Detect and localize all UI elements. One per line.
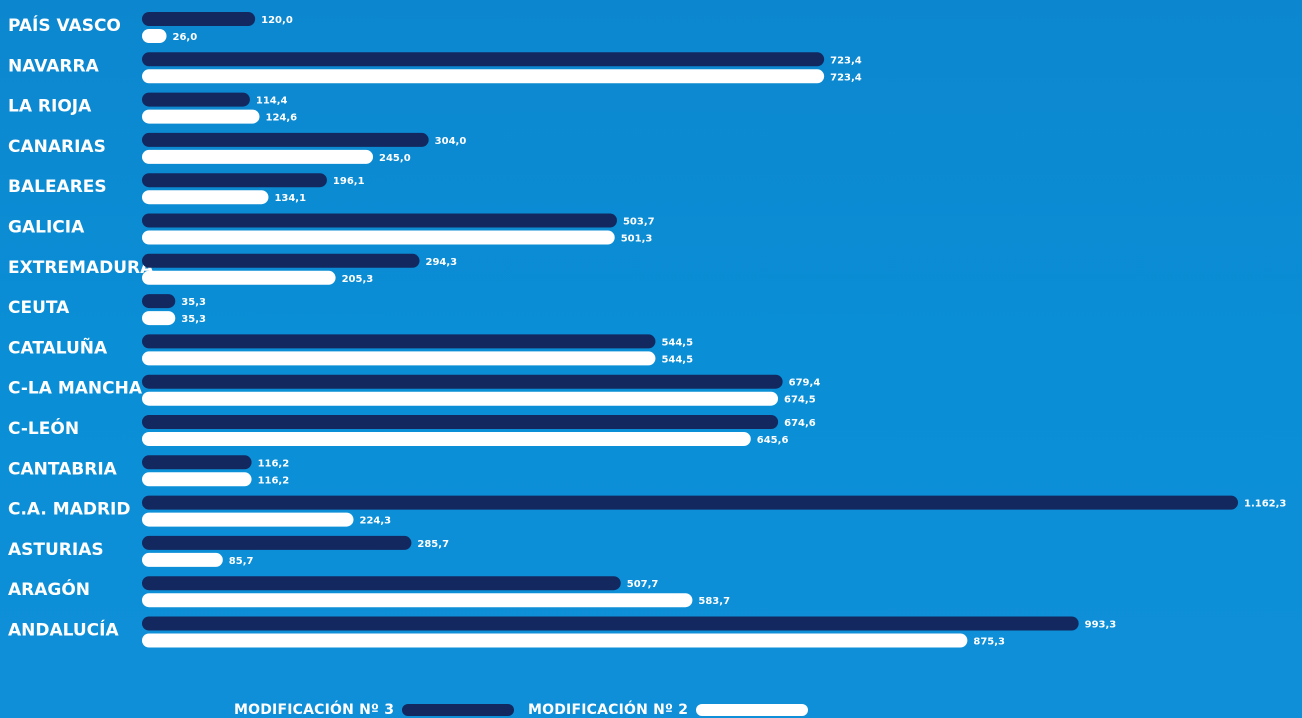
data-label-series-2: 85,7	[229, 556, 254, 567]
data-label-series-1: 114,4	[256, 96, 288, 107]
legend-label-series-2: MODIFICACIÓN Nº 2	[528, 702, 689, 718]
bar-series-1	[142, 535, 412, 550]
category-label: PAÍS VASCO	[8, 14, 121, 36]
data-label-series-2: 544,5	[661, 354, 693, 365]
data-label-series-1: 294,3	[426, 257, 458, 268]
category-label: ANDALUCÍA	[8, 619, 119, 641]
category-label: CATALUÑA	[8, 335, 108, 358]
data-label-series-1: 723,4	[830, 55, 862, 66]
data-label-series-2: 116,2	[258, 475, 290, 486]
bar-series-1	[142, 495, 1238, 510]
legend-item-series-2: MODIFICACIÓN Nº 2	[528, 702, 809, 718]
bar-series-2	[142, 593, 693, 608]
legend: MODIFICACIÓN Nº 3 MODIFICACIÓN Nº 2	[0, 700, 1302, 718]
bar-series-2	[142, 29, 167, 43]
data-label-series-1: 679,4	[789, 378, 821, 389]
bar-series-2	[142, 472, 252, 487]
data-label-series-1: 35,3	[181, 297, 206, 308]
bar-series-1	[142, 253, 420, 268]
legend-label-series-1: MODIFICACIÓN Nº 3	[234, 702, 395, 718]
category-label: ASTURIAS	[8, 540, 104, 560]
bar-series-2	[142, 512, 354, 527]
category-label: C-LA MANCHA	[8, 379, 143, 399]
category-label: CANARIAS	[8, 137, 106, 157]
data-label-series-2: 674,5	[784, 395, 816, 406]
data-label-series-2: 645,6	[757, 435, 789, 446]
bar-series-2	[142, 230, 615, 245]
data-label-series-2: 124,6	[265, 113, 297, 124]
bar-series-1	[142, 52, 825, 67]
bar-series-1	[142, 132, 429, 147]
bar-series-2	[142, 270, 336, 285]
category-label: NAVARRA	[8, 56, 100, 76]
data-label-series-2: 875,3	[973, 637, 1005, 648]
data-label-series-1: 993,3	[1085, 620, 1117, 631]
data-label-series-1: 544,5	[661, 337, 693, 348]
bar-series-1	[142, 92, 250, 107]
bar-series-1	[142, 12, 256, 26]
category-label: BALEARES	[8, 177, 107, 197]
category-label: CEUTA	[8, 298, 70, 318]
data-label-series-2: 35,3	[181, 314, 206, 325]
data-label-series-1: 304,0	[435, 136, 467, 147]
bar-series-1	[142, 374, 783, 389]
data-label-series-2: 26,0	[173, 32, 198, 43]
bar-series-1	[142, 173, 327, 188]
bar-series-2	[142, 149, 374, 164]
bar-series-2	[142, 552, 223, 567]
category-label: EXTREMADURA	[8, 258, 154, 278]
data-label-series-1: 285,7	[417, 539, 449, 550]
category-label: CANTABRIA	[8, 459, 118, 479]
bar-chart: PAÍS VASCO 120,0 26,0 NAVARRA 723,4 723,4 LA R…	[8, 12, 1286, 648]
legend-item-series-1: MODIFICACIÓN Nº 3	[234, 702, 515, 718]
category-label: ARAGÓN	[8, 578, 90, 600]
bar-series-1	[142, 415, 779, 429]
bar-series-2	[142, 391, 779, 406]
bar-series-1	[142, 334, 656, 349]
data-label-series-1: 674,6	[784, 418, 816, 429]
bar-series-1	[142, 576, 621, 591]
bar-series-2	[142, 311, 176, 326]
category-label: C-LEÓN	[8, 417, 79, 439]
category-label: GALICIA	[8, 218, 85, 238]
bar-series-1	[142, 213, 617, 228]
data-label-series-1: 507,7	[627, 579, 659, 590]
bar-series-2	[142, 69, 825, 84]
data-label-series-1: 503,7	[623, 217, 655, 228]
bar-series-1	[142, 616, 1079, 631]
data-label-series-1: 116,2	[258, 458, 290, 469]
bar-series-2	[142, 190, 269, 205]
bar-series-2	[142, 633, 968, 648]
legend-swatch-series-2	[696, 704, 809, 716]
legend-swatch-series-1	[402, 704, 515, 716]
bar-series-2	[142, 109, 260, 124]
bar-series-2	[142, 432, 751, 446]
bar-series-1	[142, 455, 252, 470]
bar-series-1	[142, 294, 176, 309]
data-label-series-2: 723,4	[830, 72, 862, 83]
data-label-series-2: 224,3	[360, 516, 392, 527]
data-label-series-2: 583,7	[698, 596, 730, 607]
data-label-series-2: 205,3	[342, 274, 374, 285]
bar-series-2	[142, 351, 656, 366]
data-label-series-2: 501,3	[621, 234, 653, 245]
data-label-series-1: 120,0	[261, 15, 293, 26]
data-label-series-1: 196,1	[333, 176, 365, 187]
category-label: LA RIOJA	[8, 97, 92, 117]
data-label-series-1: 1.162,3	[1244, 499, 1286, 510]
category-label: C.A. MADRID	[8, 500, 131, 520]
data-label-series-2: 134,1	[274, 193, 306, 204]
data-label-series-2: 245,0	[379, 153, 411, 164]
